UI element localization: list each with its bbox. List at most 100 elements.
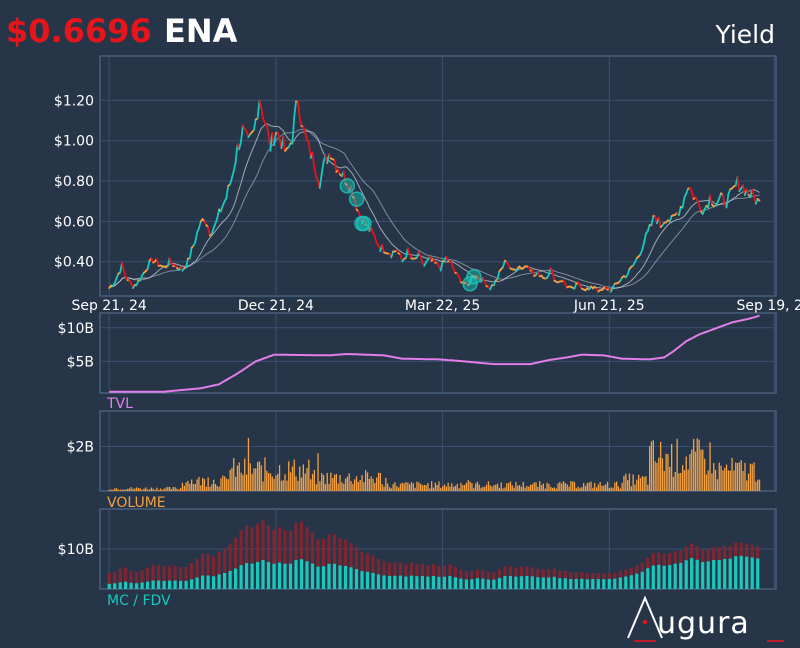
- volume-bar: [431, 481, 433, 491]
- volume-bar: [231, 467, 233, 491]
- volume-bar: [346, 476, 348, 491]
- mc-bar: [547, 577, 551, 589]
- volume-bar: [671, 443, 673, 491]
- price-x-tick: Dec 21, 24: [238, 298, 314, 314]
- volume-bar: [689, 454, 691, 491]
- volume-bar: [676, 438, 678, 491]
- volume-bar: [126, 488, 129, 491]
- volume-bar: [154, 489, 156, 491]
- volume-bar: [332, 478, 334, 491]
- mc-bar: [734, 556, 738, 589]
- volume-bar: [165, 487, 167, 491]
- volume-bar: [595, 487, 598, 491]
- volume-bar: [575, 488, 577, 491]
- mc-bar: [409, 575, 413, 589]
- volume-bar: [394, 482, 396, 491]
- fdv-bar: [173, 566, 177, 589]
- volume-bar: [240, 472, 242, 491]
- price-segment: [458, 275, 462, 284]
- price-segment: [333, 159, 338, 173]
- volume-bar: [634, 484, 636, 491]
- volume-bar: [639, 478, 642, 491]
- fdv-bar: [107, 572, 111, 589]
- mc-bar: [316, 566, 320, 589]
- volume-bar: [409, 484, 411, 491]
- volume-bar: [315, 484, 317, 491]
- volume-bar: [544, 488, 546, 491]
- volume-bar: [343, 483, 345, 491]
- volume-bar: [621, 482, 623, 491]
- fdv-bar: [190, 563, 194, 589]
- mc-bar: [745, 556, 749, 589]
- volume-bar: [348, 473, 350, 491]
- mc-bar: [206, 575, 210, 589]
- mc-bar: [437, 576, 441, 589]
- volume-bar: [363, 482, 365, 491]
- volume-bar: [432, 487, 435, 491]
- volume-bar: [628, 473, 631, 491]
- mc-bar: [525, 576, 529, 589]
- mc-bar: [332, 563, 337, 589]
- mc-bar: [371, 572, 375, 589]
- tvl-panel-frame: [99, 312, 777, 394]
- volume-bar: [194, 484, 196, 491]
- mc-bar: [266, 562, 271, 589]
- price-segment: [373, 235, 378, 244]
- volume-bar: [121, 489, 123, 491]
- volume-bar: [577, 486, 579, 491]
- volume-bar: [368, 479, 370, 491]
- volume-bar: [714, 469, 717, 491]
- volume-bar: [427, 483, 429, 491]
- volume-bar: [299, 466, 301, 491]
- volume-gridlines: [100, 411, 776, 491]
- price-segment: [626, 268, 631, 276]
- mc-bar: [184, 580, 188, 589]
- volume-bar: [539, 481, 541, 491]
- volume-bar: [198, 476, 200, 491]
- price-y-tick-labels: $0.40 $0.60 $0.80 $1.00 $1.20: [54, 93, 94, 270]
- metric-mode-label[interactable]: Yield: [715, 20, 775, 49]
- volume-bar: [682, 465, 684, 491]
- mc-bar: [338, 565, 342, 589]
- mc-bar: [431, 576, 435, 589]
- mc-bar: [343, 566, 348, 589]
- volume-bar: [421, 485, 424, 491]
- volume-bar: [654, 461, 656, 491]
- mc-fdv-label: MC / FDV: [107, 593, 171, 609]
- volume-bar: [143, 488, 145, 491]
- volume-bar: [282, 480, 284, 491]
- volume-bar: [487, 481, 490, 491]
- mc-bar: [321, 566, 326, 589]
- volume-bar: [467, 480, 469, 491]
- volume-bar: [685, 456, 687, 491]
- mc-bar: [113, 583, 117, 589]
- tvl-line: [109, 314, 760, 393]
- volume-bar: [704, 458, 706, 491]
- mc-bar: [585, 579, 589, 589]
- volume-bar: [407, 482, 409, 491]
- volume-bar: [440, 487, 442, 491]
- volume-bar: [273, 478, 275, 491]
- volume-bar: [513, 487, 515, 491]
- volume-bar: [594, 483, 596, 491]
- price-segment: [681, 196, 686, 209]
- volume-bar: [733, 470, 735, 491]
- mc-bar: [706, 561, 710, 589]
- mc-bar: [679, 562, 683, 589]
- price-y-tick: $1.00: [54, 134, 94, 150]
- volume-bar: [317, 453, 319, 491]
- mc-bar: [124, 581, 128, 589]
- price-segment: [298, 116, 303, 127]
- price-segment: [678, 206, 682, 217]
- volume-bar: [260, 465, 262, 491]
- price-segment: [188, 246, 193, 260]
- volume-bar: [202, 478, 204, 491]
- volume-bar: [755, 481, 757, 491]
- fdv-bar: [223, 548, 227, 589]
- volume-bar: [562, 481, 565, 491]
- volume-bar: [172, 487, 174, 491]
- volume-bar: [713, 463, 715, 491]
- price-panel-frame: [99, 55, 777, 297]
- volume-bar: [216, 485, 218, 491]
- price-segment: [406, 247, 411, 255]
